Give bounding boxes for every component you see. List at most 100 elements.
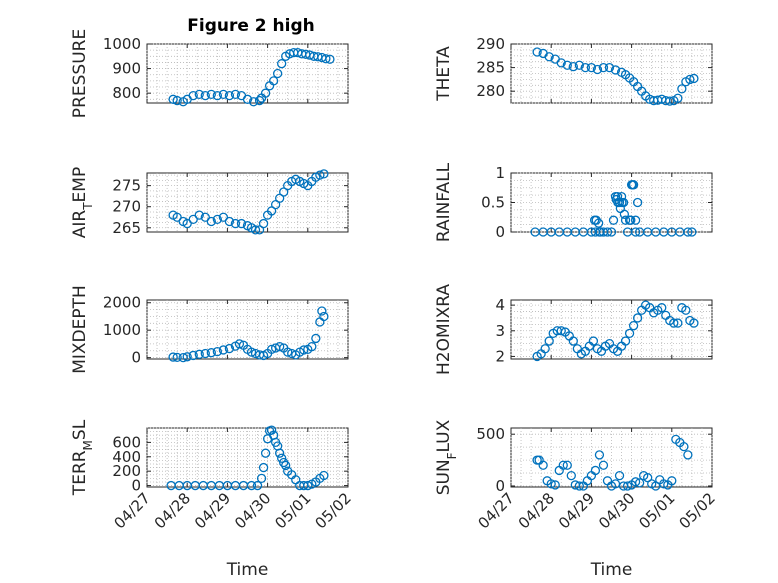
grid — [146, 427, 349, 487]
data-point — [307, 342, 317, 352]
data-point — [258, 462, 269, 473]
data-point — [224, 90, 235, 101]
data-point — [319, 470, 329, 481]
data-point — [687, 227, 697, 237]
data-point — [620, 215, 631, 225]
data-point — [619, 209, 630, 219]
x-tick-label: 05/02 — [312, 489, 355, 532]
subplot-pressure: 800 900 1000 PRESSURE — [70, 29, 349, 118]
data-point — [556, 326, 566, 336]
data-point — [277, 59, 287, 69]
data-point — [200, 212, 210, 222]
y-tick-label: 0 — [131, 477, 141, 495]
data-point — [630, 227, 641, 237]
y-tick-label: 1000 — [103, 35, 141, 53]
y-axis-label: AIRTEMP — [70, 167, 95, 238]
x-tick-label: 04/28 — [515, 489, 558, 532]
data-point — [665, 96, 675, 106]
data-point — [550, 480, 560, 490]
data-point — [683, 227, 693, 237]
data-point — [614, 470, 625, 481]
y-axis-label: MIXDEPTH — [70, 285, 90, 374]
data-point — [230, 218, 241, 229]
grid — [510, 428, 713, 487]
data-point — [657, 303, 667, 313]
data-point — [182, 352, 192, 362]
data-point — [260, 448, 271, 458]
data-point — [659, 479, 669, 489]
data-point — [275, 342, 285, 352]
data-point — [689, 73, 699, 84]
y-tick-label: 400 — [112, 448, 141, 466]
data-point — [673, 318, 683, 328]
y-tick-label: 285 — [476, 59, 505, 77]
data-point — [234, 339, 245, 349]
axes-frame — [146, 172, 349, 233]
data-point — [212, 214, 223, 225]
data-point — [679, 441, 689, 452]
data-point — [256, 473, 267, 484]
data-point — [532, 47, 542, 57]
data-point — [303, 480, 313, 491]
x-axis-label: Time — [226, 560, 269, 580]
data-point — [590, 465, 601, 476]
data-point — [622, 481, 633, 491]
series-markers — [166, 425, 329, 491]
subplot-air-temp: 265 270 275 AIRTEMP — [70, 167, 349, 238]
data-point — [172, 95, 182, 106]
y-tick-label: 270 — [112, 198, 141, 216]
x-tick-label: 04/28 — [151, 489, 194, 532]
data-point — [254, 95, 265, 106]
data-point — [188, 214, 198, 225]
x-tick-label: 04/29 — [191, 489, 234, 532]
data-point — [558, 460, 568, 470]
data-point — [268, 76, 279, 86]
y-axis-label: PRESSURE — [70, 29, 90, 118]
y-tick-label: 0 — [131, 349, 141, 367]
x-axis-label: Time — [590, 560, 633, 580]
data-point — [266, 425, 277, 435]
y-tick-label: 1000 — [103, 321, 141, 339]
data-point — [546, 479, 556, 489]
data-point — [194, 89, 204, 100]
data-point — [246, 347, 257, 357]
data-point — [182, 218, 192, 229]
y-tick-label: 280 — [476, 82, 505, 100]
data-point — [194, 349, 204, 359]
data-point — [319, 169, 329, 179]
data-point — [172, 352, 182, 363]
data-point — [630, 477, 641, 487]
data-point — [168, 352, 178, 362]
series-markers — [168, 47, 335, 107]
y-tick-label: 4 — [495, 296, 505, 314]
data-point — [206, 89, 216, 100]
data-point — [562, 460, 572, 470]
y-axis-label: TERRMSL — [70, 419, 95, 496]
data-point — [252, 480, 263, 491]
x-tick-label: 04/29 — [555, 489, 598, 532]
data-point — [556, 58, 566, 68]
data-point — [250, 225, 261, 235]
data-point — [317, 306, 327, 316]
data-point — [172, 212, 182, 222]
data-point — [683, 450, 693, 460]
data-point — [272, 68, 283, 79]
data-point — [594, 450, 605, 460]
data-point — [224, 216, 235, 227]
data-point — [258, 218, 269, 229]
y-tick-label: 1 — [495, 164, 505, 182]
data-point — [319, 311, 329, 322]
data-point — [613, 197, 623, 208]
data-point — [206, 216, 216, 227]
figure-title: Figure 2 high — [187, 16, 315, 36]
data-point — [598, 460, 609, 470]
data-point — [630, 215, 641, 225]
data-point — [283, 347, 293, 357]
data-point — [544, 336, 554, 346]
data-point — [574, 60, 584, 70]
x-tick-label: 04/30 — [595, 489, 638, 532]
subplot-mixdepth: 0 1000 2000 MIXDEPTH — [70, 285, 349, 374]
y-tick-label: 200 — [112, 462, 141, 480]
data-point — [627, 180, 638, 190]
data-point — [218, 212, 229, 222]
